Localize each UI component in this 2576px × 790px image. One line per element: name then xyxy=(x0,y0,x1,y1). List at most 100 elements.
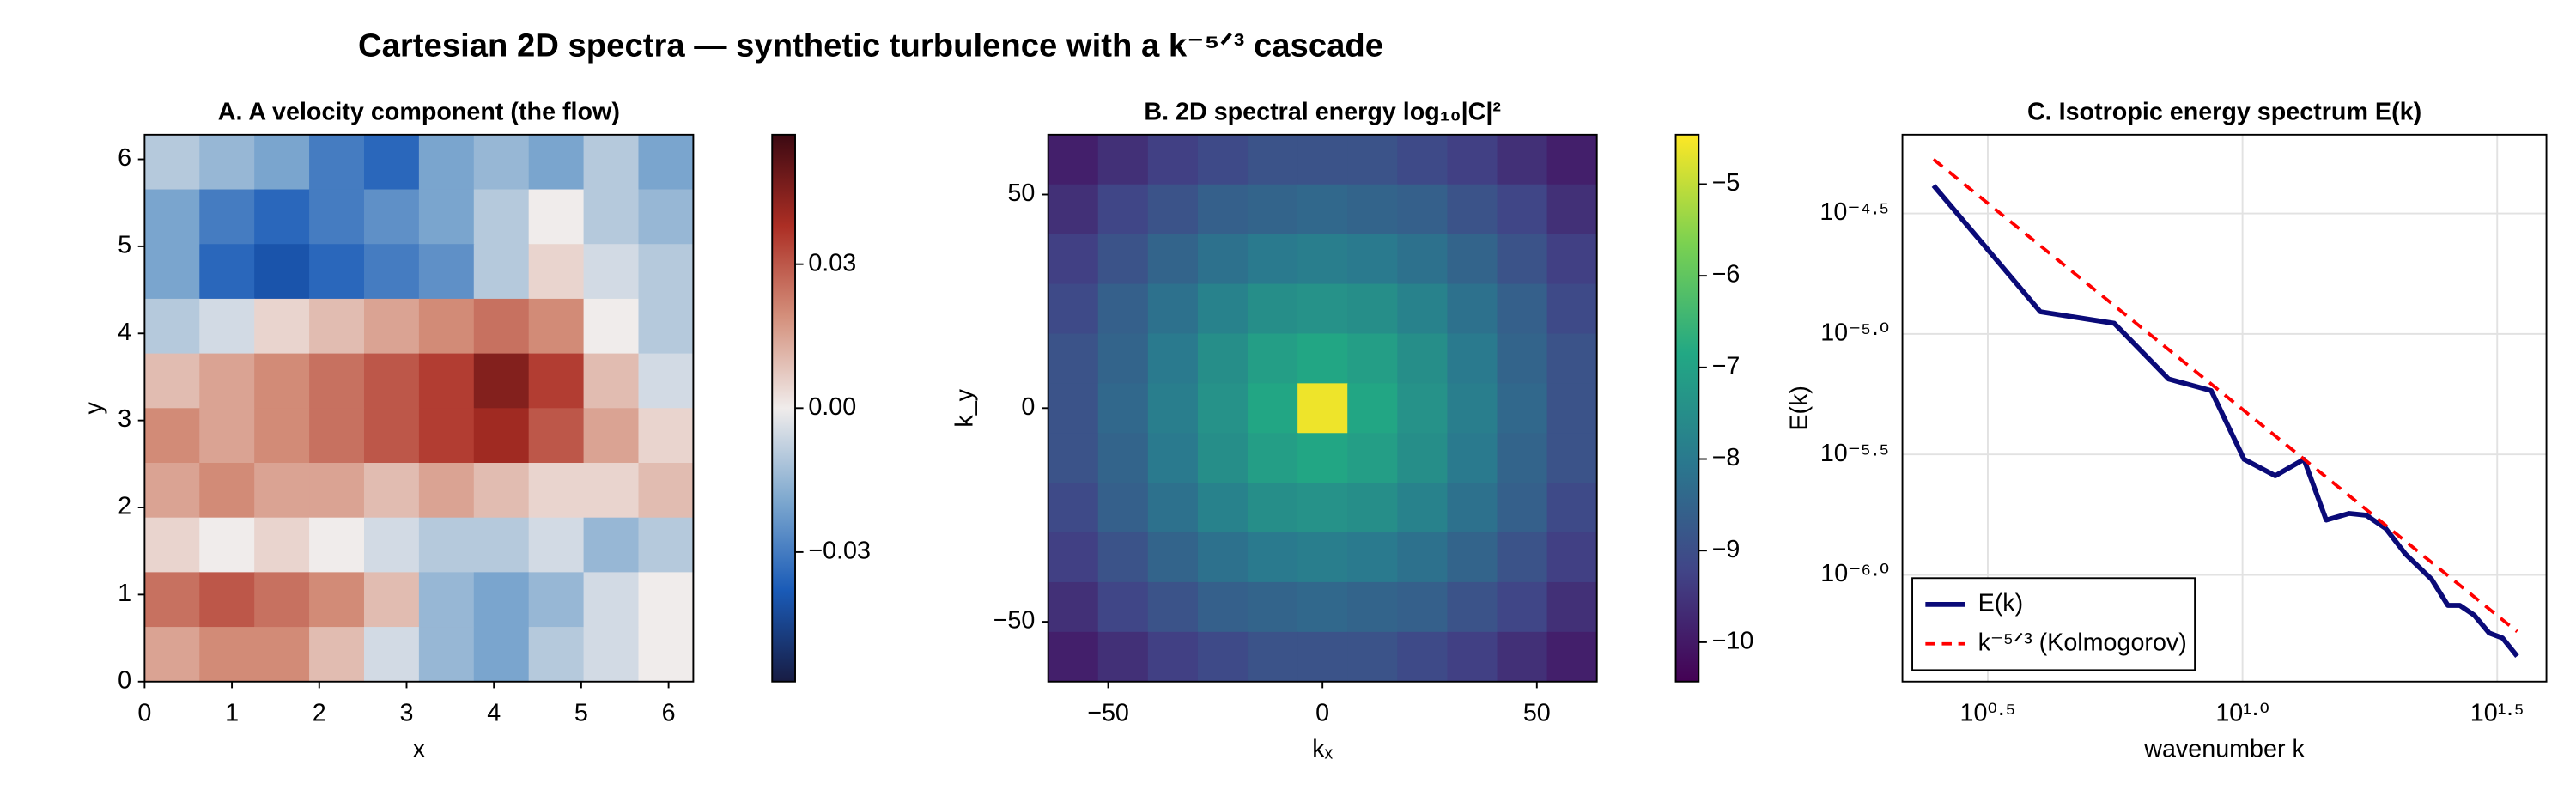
heatmap-cell xyxy=(199,627,255,683)
heatmap-cell xyxy=(638,517,695,574)
heatmap-cell xyxy=(199,462,255,519)
heatmap-cell xyxy=(473,353,530,410)
heatmap-cell xyxy=(1546,283,1598,335)
y-tick-label: 6 xyxy=(118,144,131,172)
x-tick-label: 1 xyxy=(225,700,239,727)
heatmap-cell xyxy=(1197,631,1249,683)
heatmap-cell xyxy=(583,189,640,245)
axes-frame xyxy=(1901,133,2548,683)
heatmap-cell xyxy=(1097,184,1149,235)
heatmap-cell xyxy=(473,244,530,300)
heatmap-cell xyxy=(1497,184,1548,235)
heatmap-cell xyxy=(1097,433,1149,483)
heatmap-cell xyxy=(1297,631,1348,683)
heatmap-cell xyxy=(1447,134,1498,185)
heatmap-cell xyxy=(1147,532,1199,583)
heatmap-cell xyxy=(1447,581,1498,633)
heatmap-cell xyxy=(1497,134,1548,185)
heatmap-cell xyxy=(309,353,365,410)
heatmap-cell xyxy=(363,353,420,410)
heatmap-cell xyxy=(1397,433,1449,483)
heatmap-cell xyxy=(254,572,310,628)
heatmap-cell xyxy=(638,189,695,245)
heatmap-cell xyxy=(1197,333,1249,385)
heatmap-cell xyxy=(1048,283,1099,335)
heatmap-cell xyxy=(1397,134,1449,185)
heatmap-cell xyxy=(1546,234,1598,285)
heatmap-cell xyxy=(418,462,475,519)
y-tick-label: 10⁻⁶·⁰ xyxy=(1820,560,1889,587)
heatmap-cell xyxy=(309,408,365,464)
heatmap-cell xyxy=(1546,483,1598,533)
heatmap-cell xyxy=(144,572,201,628)
heatmap-cell xyxy=(638,353,695,410)
heatmap-cell xyxy=(638,462,695,519)
heatmap-cell xyxy=(1048,581,1099,633)
heatmap-cell xyxy=(144,517,201,574)
heatmap-cell xyxy=(144,189,201,245)
heatmap-cell xyxy=(1347,234,1399,285)
figure-title: Cartesian 2D spectra — synthetic turbule… xyxy=(358,27,1383,64)
heatmap-cell xyxy=(1497,234,1548,285)
heatmap-cell xyxy=(363,572,420,628)
heatmap-cell xyxy=(1048,234,1099,285)
heatmap-cell xyxy=(199,353,255,410)
heatmap-cell xyxy=(1397,532,1449,583)
colorbar-tick-label: −7 xyxy=(1712,352,1741,380)
heatmap-cell xyxy=(363,298,420,355)
heatmap-cell xyxy=(1248,184,1298,235)
heatmap-cell xyxy=(144,134,201,191)
heatmap-cell xyxy=(1248,383,1298,434)
heatmap-cell xyxy=(418,134,475,191)
heatmap-cell xyxy=(1097,234,1149,285)
heatmap-cell xyxy=(1147,581,1199,633)
heatmap-cell xyxy=(1197,234,1249,285)
heatmap-cell xyxy=(1297,483,1348,533)
heatmap-cell xyxy=(199,572,255,628)
heatmap-cell xyxy=(309,134,365,191)
heatmap-cell xyxy=(1297,234,1348,285)
heatmap-cell xyxy=(1297,383,1348,434)
heatmap-cell xyxy=(583,353,640,410)
heatmap-cell xyxy=(1048,134,1099,185)
y-axis-label: y xyxy=(81,401,108,414)
heatmap-cell xyxy=(1097,333,1149,385)
heatmap-cell xyxy=(199,408,255,464)
heatmap-cell xyxy=(1097,483,1149,533)
x-tick-label: 50 xyxy=(1523,700,1551,727)
heatmap-cell xyxy=(638,627,695,683)
heatmap-cell xyxy=(363,189,420,245)
heatmap-cell xyxy=(1248,333,1298,385)
series-line xyxy=(1931,184,2519,659)
heatmap-cell xyxy=(199,298,255,355)
heatmap-cell xyxy=(1197,184,1249,235)
heatmap-cell xyxy=(1497,283,1548,335)
heatmap-cell xyxy=(1447,184,1498,235)
heatmap-cell xyxy=(1147,184,1199,235)
heatmap-cell xyxy=(1497,532,1548,583)
heatmap-cell xyxy=(1197,383,1249,434)
y-tick-label: 3 xyxy=(118,405,131,433)
heatmap-cell xyxy=(1397,283,1449,335)
heatmap-cell xyxy=(528,353,585,410)
heatmap-cell xyxy=(309,298,365,355)
heatmap-cell xyxy=(1297,433,1348,483)
x-tick-label: 3 xyxy=(400,700,414,727)
heatmap-cell xyxy=(1197,433,1249,483)
y-tick-label: 10⁻⁴·⁵ xyxy=(1820,198,1889,226)
heatmap-cell xyxy=(363,408,420,464)
heatmap-cell xyxy=(1197,283,1249,335)
colorbar-tick-label: 0.03 xyxy=(808,249,856,276)
heatmap-cell xyxy=(1197,134,1249,185)
heatmap-cell xyxy=(144,627,201,683)
heatmap-cell xyxy=(583,462,640,519)
heatmap-cell xyxy=(1097,283,1149,335)
x-tick-label: 0 xyxy=(137,700,151,727)
heatmap-cell xyxy=(1447,234,1498,285)
plot-area xyxy=(1048,134,1598,683)
heatmap-cell xyxy=(1497,581,1548,633)
heatmap-cell xyxy=(1497,483,1548,533)
heatmap-cell xyxy=(473,189,530,245)
x-axis-label: wavenumber k xyxy=(2143,736,2305,763)
